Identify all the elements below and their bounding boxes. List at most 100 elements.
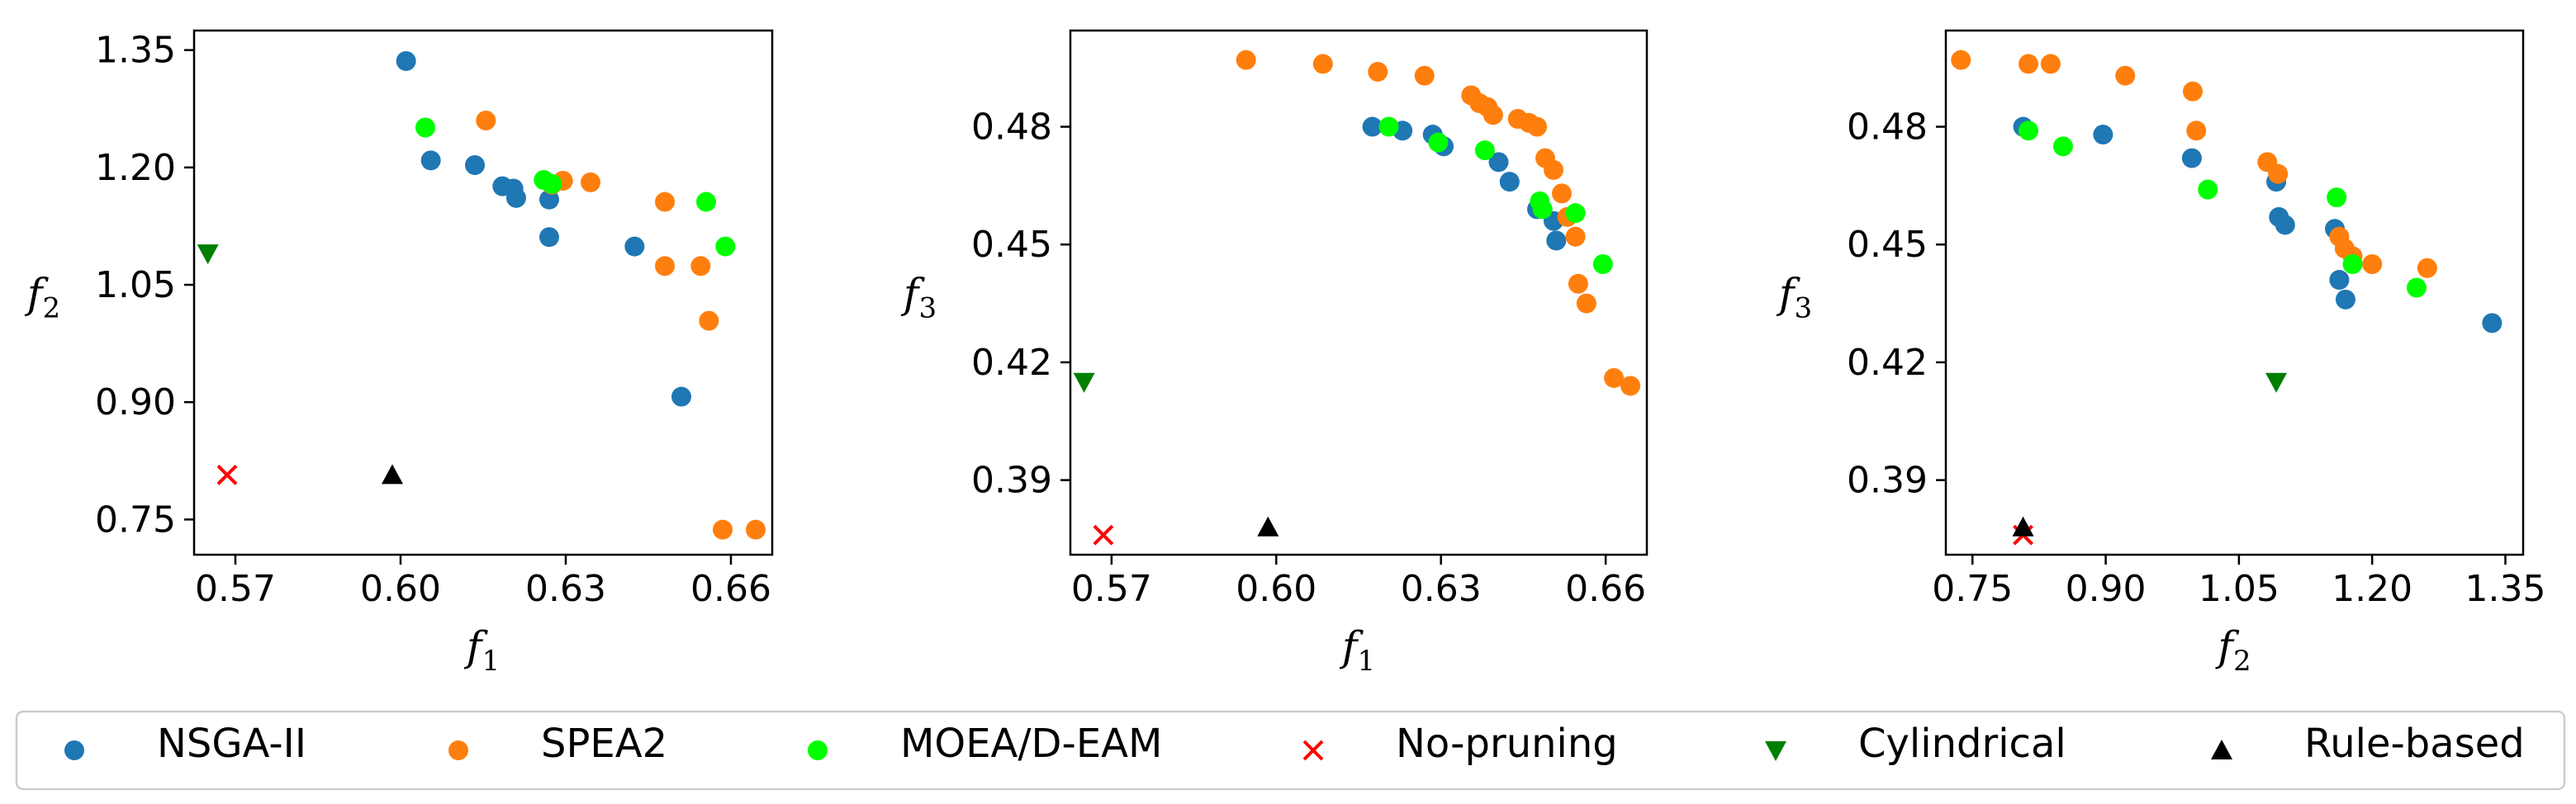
data-point xyxy=(1565,226,1586,247)
data-point xyxy=(1362,116,1383,137)
data-point xyxy=(2019,54,2039,74)
series-no-pruning xyxy=(1093,524,1114,546)
x-tick-label: 0.66 xyxy=(1565,568,1646,610)
data-point xyxy=(581,172,600,192)
data-point xyxy=(2115,65,2136,86)
data-point xyxy=(690,256,711,277)
data-point xyxy=(465,155,485,176)
x-tick-label: 0.66 xyxy=(690,568,771,610)
data-point xyxy=(1483,105,1503,125)
series-moea-d-eam xyxy=(2019,121,2427,298)
data-point xyxy=(1951,50,1971,70)
y-tick-label: 0.45 xyxy=(971,224,1052,266)
legend-label: SPEA2 xyxy=(541,721,667,767)
legend-label: Rule-based xyxy=(2304,721,2525,767)
y-tick-label: 0.48 xyxy=(971,106,1052,149)
data-point xyxy=(2265,372,2288,393)
legend-item-no-pruning: No-pruning xyxy=(1302,721,1618,767)
subplot-f2-f3: 0.75 0.90 1.05 1.20 1.35 0.39 0.42 0.45 0.48 f2 f3 xyxy=(1776,29,2545,678)
y-tick-label: 1.35 xyxy=(95,30,176,72)
data-point xyxy=(2335,289,2355,310)
y-tick-label: 1.20 xyxy=(95,147,176,189)
data-point xyxy=(2362,254,2383,275)
data-point xyxy=(2198,179,2218,200)
data-point xyxy=(1532,199,1553,220)
data-point xyxy=(1312,54,1333,74)
data-point xyxy=(2040,54,2061,74)
x-tick-label: 0.57 xyxy=(195,568,276,610)
legend-item-nsga-ii: NSGA-II xyxy=(64,721,306,767)
data-point xyxy=(539,227,559,248)
data-point xyxy=(2275,215,2295,235)
data-point xyxy=(476,110,496,130)
series-nsga-ii xyxy=(2013,116,2502,333)
data-point xyxy=(2186,121,2207,141)
y-axis-label: f2 xyxy=(24,270,60,325)
data-point xyxy=(2417,258,2437,278)
series-cylindrical xyxy=(197,244,219,265)
data-point xyxy=(713,519,733,540)
legend-marker xyxy=(1302,740,1324,761)
data-point xyxy=(1565,203,1586,224)
legend-item-moea-d-eam: MOEA/D-EAM xyxy=(808,721,1162,767)
data-point xyxy=(2327,187,2347,208)
legend-marker xyxy=(808,740,828,760)
x-tick-label: 0.57 xyxy=(1071,568,1152,610)
series-spea2 xyxy=(476,110,766,540)
x-axis-label: f2 xyxy=(2214,622,2251,678)
data-point xyxy=(542,173,562,194)
x-tick-label: 0.90 xyxy=(2066,568,2147,610)
y-tick-label: 0.39 xyxy=(971,460,1052,502)
data-point xyxy=(1499,172,1520,192)
data-point xyxy=(2182,81,2203,102)
x-axis-label: f1 xyxy=(463,622,500,678)
data-point xyxy=(696,192,716,212)
data-point xyxy=(1592,254,1613,275)
data-point xyxy=(216,464,238,485)
subplot-f1-f3: 0.57 0.60 0.63 0.66 0.39 0.42 0.45 0.48 f1 f3 xyxy=(900,29,1649,678)
data-point xyxy=(2329,270,2350,291)
data-point xyxy=(1414,65,1435,86)
data-point xyxy=(1576,293,1596,314)
data-point xyxy=(506,187,526,208)
y-axis-label: f3 xyxy=(900,270,937,325)
plot-frame xyxy=(1944,29,2525,556)
series-cylindrical xyxy=(2265,372,2288,393)
data-point xyxy=(1474,140,1495,161)
series-cylindrical xyxy=(1073,372,1095,393)
data-point xyxy=(382,464,403,485)
series-no-pruning xyxy=(216,464,238,485)
data-point xyxy=(624,236,645,257)
data-point xyxy=(2019,121,2039,141)
legend-item-spea2: SPEA2 xyxy=(448,721,667,767)
legend-label: Cylindrical xyxy=(1858,721,2066,767)
data-point xyxy=(2052,136,2073,157)
data-point xyxy=(2342,254,2363,275)
data-point xyxy=(655,256,675,277)
legend-label: MOEA/D-EAM xyxy=(900,721,1162,767)
series-nsga-ii xyxy=(1362,116,1567,251)
legend-marker xyxy=(448,740,468,760)
y-tick-label: 0.39 xyxy=(1847,460,1928,502)
legend-label: NSGA-II xyxy=(157,721,306,767)
data-point xyxy=(1604,367,1625,388)
data-point xyxy=(2093,125,2113,145)
y-tick-label: 0.48 xyxy=(1847,106,1928,149)
data-point xyxy=(396,50,416,71)
data-point xyxy=(1488,152,1509,173)
data-point xyxy=(671,386,691,407)
data-point xyxy=(420,150,441,171)
data-point xyxy=(1257,516,1279,537)
legend-item-rule-based: Rule-based xyxy=(2211,721,2525,767)
data-point xyxy=(1378,116,1399,137)
legend: NSGA-II SPEA2 MOEA/D-EAM No-pruning Cylindri… xyxy=(15,710,2566,791)
data-point xyxy=(2181,148,2202,168)
data-point xyxy=(746,519,766,540)
data-point xyxy=(2012,516,2034,537)
data-point xyxy=(539,189,559,210)
y-tick-label: 0.90 xyxy=(95,381,176,423)
data-point xyxy=(1368,61,1388,82)
legend-frame xyxy=(15,710,2566,791)
data-point xyxy=(2482,313,2502,333)
legend-marker xyxy=(1765,741,1786,761)
